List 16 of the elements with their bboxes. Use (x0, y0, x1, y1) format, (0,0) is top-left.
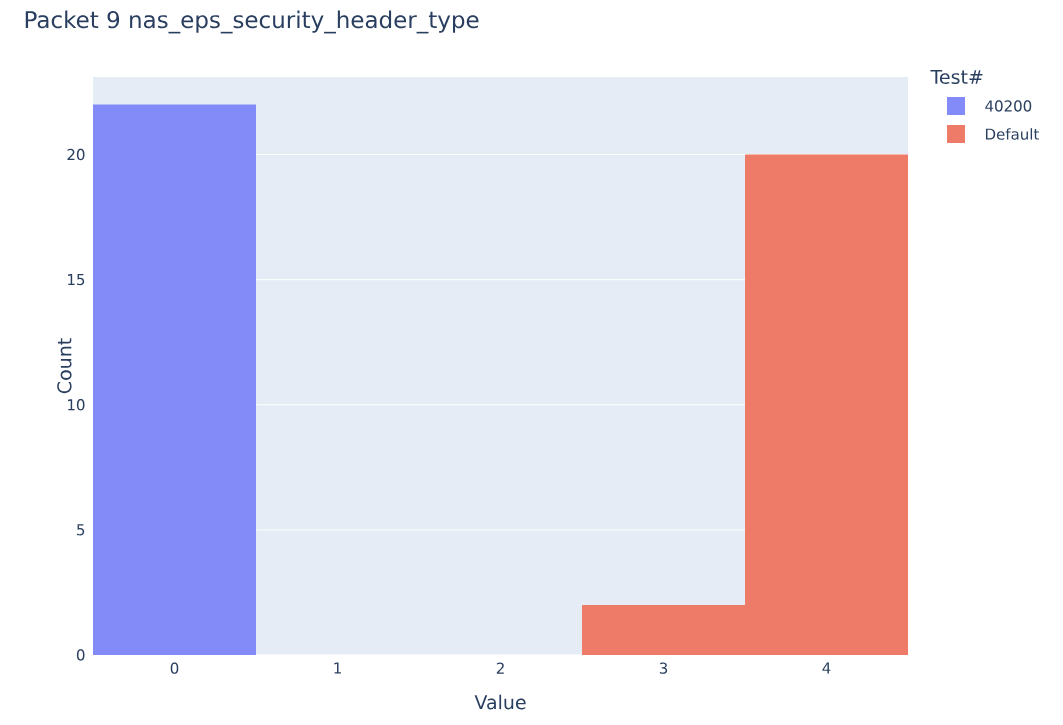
y-tick-label: 20 (67, 148, 85, 161)
y-axis-title: Count (57, 338, 72, 394)
x-tick-label: 2 (496, 662, 504, 674)
x-tick-label: 1 (334, 662, 341, 674)
x-axis-title: Value (474, 694, 526, 710)
y-tick-label: 0 (76, 649, 85, 661)
y-tick-label: 5 (77, 524, 85, 536)
x-tick-label: 0 (170, 662, 179, 674)
x-tick-label: 4 (822, 662, 831, 674)
legend-label: 40200 (985, 100, 1032, 112)
x-tick-label: 3 (659, 662, 668, 674)
legend-title: Test# (930, 69, 983, 85)
legend-label: Default (985, 128, 1039, 140)
y-tick-label: 15 (68, 274, 85, 286)
chart-title: Packet 9 nas_eps_security_header_type (25, 10, 479, 34)
y-tick-label: 10 (68, 399, 85, 411)
